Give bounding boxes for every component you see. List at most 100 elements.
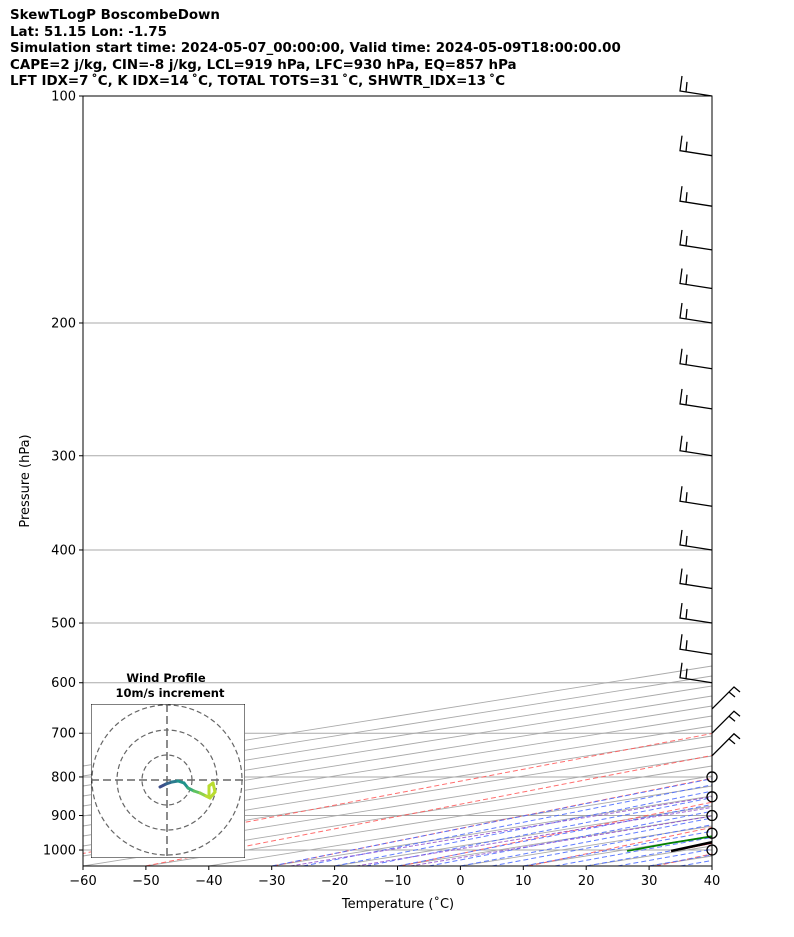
moist-adiabat [271,778,712,866]
x-tick-label: −40 [195,874,222,889]
moist-adiabat [366,797,712,866]
y-tick-label: 700 [51,727,76,742]
isotherm--140 [83,685,712,787]
wind-barb [679,302,713,324]
wind-barb [679,75,713,97]
moist-adiabat [649,854,712,866]
calm-wind-marker [706,809,718,822]
moist-adiabat [680,860,712,866]
wind-barb [679,348,713,370]
isotherm--160 [83,665,712,767]
inset-subtitle: 10m/s increment [116,686,225,700]
cape-line: CAPE=2 j/kg, CIN=-8 j/kg, LCL=919 hPa, L… [10,57,517,73]
isotherm--10 [397,815,712,866]
isotherm-20 [586,845,712,866]
isotherm--90 [83,735,712,837]
isotherm-40 [711,865,712,866]
dry-adiabat [783,96,794,866]
wind-profile-inset: Wind Profile 10m/s increment [91,671,245,858]
wind-barb [711,732,741,757]
wind-barbs [679,75,741,856]
isotherm--40 [208,785,712,866]
x-tick-label: 0 [456,874,464,889]
dry-adiabat [528,826,712,866]
wind-barb [679,602,713,624]
calm-wind-marker [706,844,718,856]
x-axis-label: Temperature (˚C) [341,896,454,912]
y-tick-label: 500 [51,617,76,632]
wind-barb [679,435,713,457]
isotherm-30 [649,855,712,866]
wind-barb [679,268,713,290]
isotherm--120 [83,705,712,807]
wind-barb [679,529,713,551]
isotherm-0 [460,825,712,866]
y-tick-label: 400 [51,543,76,558]
moist-adiabat [617,848,712,866]
isotherm--130 [83,695,712,797]
dry-adiabat [273,777,712,866]
moist-adiabat [303,784,712,866]
isotherm--150 [83,675,712,777]
wind-barb [679,634,713,655]
y-axis-label: Pressure (hPa) [18,434,33,527]
wind-barb [679,135,713,157]
cape-area [675,842,712,850]
isotherm-10 [523,835,712,866]
inset-frame [91,704,245,858]
isotherm--110 [83,715,712,817]
y-tick-label: 800 [51,770,76,785]
moist-adiabat [586,842,712,866]
moist-adiabat [491,824,712,866]
isotherm--30 [271,795,712,866]
x-tick-label: 30 [641,874,658,889]
y-tick-label: 100 [51,90,76,105]
moist-adiabat [711,865,712,866]
moist-adiabat [428,810,712,866]
isotherm--100 [83,725,712,827]
time-line: Simulation start time: 2024-05-07_00:00:… [10,41,621,56]
y-tick-label: 300 [51,449,76,464]
y-tick-label: 900 [51,809,76,824]
y-tick-label: 200 [51,316,76,331]
x-tick-label: −60 [69,874,96,889]
wind-barb [679,186,713,207]
wind-barb [679,568,713,590]
moist-adiabat [523,830,712,866]
location-line: Lat: 51.15 Lon: -1.75 [10,24,167,40]
y-tick-label: 1000 [43,844,76,859]
moist-adiabat [554,836,712,866]
isotherm-50 [775,96,794,866]
moist-adiabat [397,803,712,866]
dewpoint-line [626,835,712,852]
calm-wind-marker [706,827,718,839]
x-tick-label: −50 [132,874,159,889]
wind-barb [679,229,713,251]
y-tick-label: 600 [51,676,76,691]
x-tick-label: −20 [321,874,348,889]
dry-adiabat [400,801,712,866]
calm-wind-marker [706,771,718,783]
isotherm--20 [334,805,712,866]
chart-title: SkewTLogP BoscombeDown [10,8,220,23]
moist-adiabat [744,96,794,866]
wind-barb [679,388,713,410]
x-tick-label: 20 [578,874,595,889]
dry-adiabat [655,853,712,866]
mixing-ratio-line [356,806,712,866]
x-tick-label: −10 [384,874,411,889]
wind-barb [711,710,741,734]
dry-adiabat [83,732,712,854]
chart-header: SkewTLogP BoscombeDown Lat: 51.15 Lon: -… [10,8,770,91]
wind-barb [679,486,713,507]
mixing-ratio-line [290,796,712,866]
x-tick-label: −30 [258,874,285,889]
calm-wind-marker [706,791,718,803]
moist-adiabat [334,790,712,866]
moist-adiabat [460,817,712,866]
x-tick-label: 40 [704,874,721,889]
wind-barb [711,686,741,710]
axes-frame: −60 −50 −40 −30 −20 −10 0 10 20 30 40 100 200 300 400 5… [43,90,720,890]
profile-lines [626,835,712,853]
